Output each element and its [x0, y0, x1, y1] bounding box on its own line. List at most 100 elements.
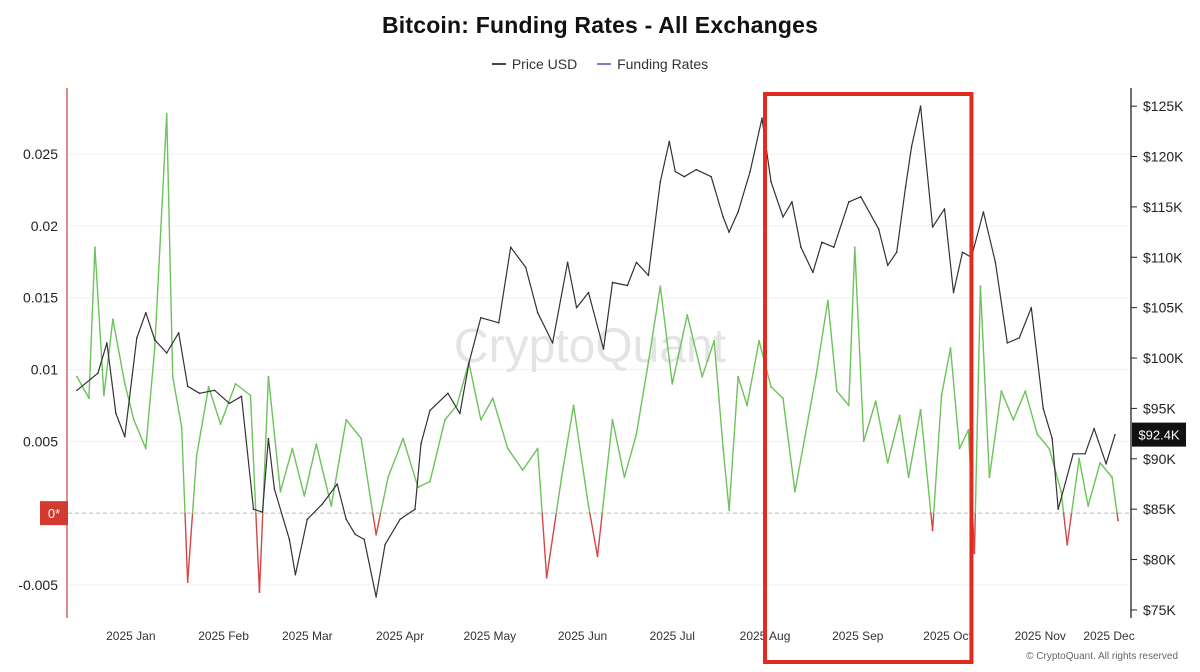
funding-rate-segment — [536, 447, 543, 514]
funding-rate-segment — [360, 437, 374, 514]
funding-rate-point — [76, 375, 78, 378]
price-point — [399, 518, 401, 521]
funding-rate-negative-segment — [931, 512, 935, 532]
funding-rate-segment — [234, 383, 252, 397]
price-point — [414, 508, 416, 510]
price-point — [994, 261, 997, 264]
price-point — [728, 231, 730, 233]
funding-rate-point — [898, 414, 901, 417]
price-point — [165, 352, 168, 354]
price-point — [695, 168, 698, 171]
funding-rate-negative-segment — [1116, 512, 1119, 522]
funding-rate-point — [907, 476, 910, 479]
funding-rate-segment — [979, 285, 991, 478]
y-right-tick-label: $75K — [1143, 602, 1176, 618]
zero-marker — [40, 501, 68, 526]
price-point — [943, 208, 946, 210]
funding-rate-point — [1060, 490, 1063, 493]
funding-rate-segment — [863, 400, 877, 443]
funding-rate-point — [560, 476, 563, 479]
funding-rate-segment — [303, 443, 317, 497]
funding-rate-point — [402, 437, 404, 440]
funding-rate-point — [728, 509, 731, 512]
funding-rate-segment — [671, 314, 688, 385]
price-point — [76, 389, 78, 392]
funding-rate-point — [758, 339, 760, 342]
price-point — [1030, 306, 1033, 309]
funding-rate-segment — [133, 419, 147, 450]
funding-rate-point — [1111, 476, 1113, 479]
price-point — [635, 261, 638, 264]
funding-rate-point — [958, 447, 961, 450]
funding-rate-segment — [587, 505, 591, 514]
price-point — [683, 175, 686, 178]
funding-rate-segment — [854, 246, 865, 443]
price-point — [1051, 437, 1054, 440]
x-tick-label: 2025 Nov — [1015, 629, 1066, 643]
price-point — [1042, 407, 1045, 410]
price-point — [509, 246, 512, 249]
funding-rate-segment — [166, 113, 174, 378]
y-right-tick-label: $120K — [1143, 149, 1184, 165]
x-tick-label: 2025 Oct — [923, 629, 972, 643]
funding-rate-point — [444, 418, 446, 421]
funding-rate-segment — [611, 419, 626, 478]
funding-rate-segment — [848, 246, 856, 407]
funding-rate-point — [701, 375, 704, 378]
funding-rate-point — [623, 476, 626, 479]
funding-rate-point — [1036, 433, 1039, 436]
funding-rate-negative-segment — [258, 512, 264, 593]
watermark: CryptoQuant — [454, 320, 726, 373]
funding-rate-negative-segment — [372, 512, 377, 536]
funding-rate-segment — [555, 476, 563, 514]
funding-rate-segment — [836, 390, 850, 407]
funding-rate-point — [746, 404, 748, 407]
legend-swatch-price — [491, 63, 506, 65]
funding-rate-segment — [933, 394, 943, 514]
price-point — [261, 511, 264, 514]
legend-item-funding[interactable]: Funding Rates — [597, 56, 708, 72]
funding-rate-point — [770, 385, 772, 388]
funding-rate-point — [1066, 543, 1069, 546]
price-point — [782, 216, 784, 218]
funding-rate-point — [782, 397, 784, 400]
funding-rate-point — [345, 418, 348, 421]
funding-rate-point — [456, 404, 458, 407]
funding-rate-segment — [249, 394, 257, 514]
funding-rate-point — [491, 397, 494, 400]
price-point — [931, 226, 934, 228]
price-point — [115, 412, 117, 415]
funding-rate-segment — [172, 375, 183, 428]
funding-rate-point — [506, 447, 509, 450]
price-point — [919, 105, 922, 107]
funding-rate-segment — [827, 299, 838, 392]
funding-rate-negative-segment — [255, 512, 261, 593]
funding-rate-segment — [898, 414, 910, 478]
y-left-tick-label: 0.025 — [23, 146, 58, 162]
funding-rate-point — [94, 246, 96, 249]
funding-rate-point — [429, 480, 431, 483]
funding-rate-segment — [1012, 390, 1026, 421]
y-right-tick-label: $95K — [1143, 400, 1176, 416]
price-point — [952, 291, 955, 294]
price-point — [1057, 508, 1060, 510]
legend-swatch-funding — [597, 63, 612, 65]
funding-rate-segment — [647, 285, 662, 364]
legend-item-price[interactable]: Price USD — [491, 56, 577, 72]
funding-rate-segment — [1070, 457, 1080, 514]
price-point — [1006, 342, 1009, 344]
price-point — [587, 291, 590, 294]
funding-rate-point — [1024, 390, 1027, 392]
funding-rate-point — [111, 318, 114, 321]
funding-rate-segment — [686, 314, 703, 378]
price-point — [153, 339, 156, 341]
funding-rate-segment — [988, 390, 1003, 478]
y-right-tick-label: $115K — [1143, 199, 1183, 215]
funding-rate-point — [132, 418, 135, 421]
price-point — [749, 170, 751, 173]
price-point — [910, 145, 913, 148]
funding-rate-segment — [444, 404, 458, 421]
x-tick-label: 2025 Jan — [106, 629, 155, 643]
funding-rate-negative-segment — [541, 512, 548, 579]
price-point — [647, 274, 650, 277]
